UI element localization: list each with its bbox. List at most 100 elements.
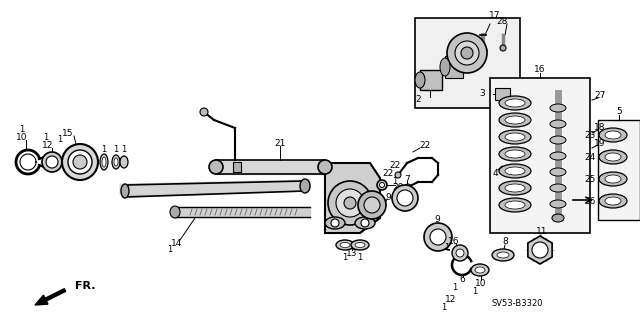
Circle shape bbox=[461, 47, 473, 59]
Text: 25: 25 bbox=[584, 174, 596, 183]
Circle shape bbox=[405, 184, 411, 190]
Text: 14: 14 bbox=[172, 239, 182, 248]
Text: FR.: FR. bbox=[75, 281, 95, 291]
Ellipse shape bbox=[605, 197, 621, 205]
Ellipse shape bbox=[336, 240, 354, 250]
Text: 23: 23 bbox=[584, 130, 596, 139]
Ellipse shape bbox=[505, 133, 525, 141]
Ellipse shape bbox=[550, 184, 566, 192]
Circle shape bbox=[377, 180, 387, 190]
Text: 1: 1 bbox=[392, 176, 397, 186]
Text: 3: 3 bbox=[479, 90, 485, 99]
Ellipse shape bbox=[550, 104, 566, 112]
Ellipse shape bbox=[499, 181, 531, 195]
Text: 2: 2 bbox=[415, 95, 421, 105]
Ellipse shape bbox=[505, 184, 525, 192]
Text: 1: 1 bbox=[101, 145, 107, 154]
Circle shape bbox=[500, 45, 506, 51]
Ellipse shape bbox=[471, 264, 489, 276]
Ellipse shape bbox=[120, 156, 128, 168]
Text: 1: 1 bbox=[122, 145, 127, 154]
Text: 9: 9 bbox=[385, 192, 391, 202]
Text: 16: 16 bbox=[448, 236, 460, 246]
Bar bbox=[490, 78, 590, 233]
Text: 7: 7 bbox=[404, 175, 410, 184]
Text: 1: 1 bbox=[472, 286, 477, 295]
Text: 10: 10 bbox=[16, 132, 28, 142]
Text: 6: 6 bbox=[459, 276, 465, 285]
Ellipse shape bbox=[605, 131, 621, 139]
Text: 22: 22 bbox=[419, 140, 431, 150]
Circle shape bbox=[46, 156, 58, 168]
Text: 1: 1 bbox=[19, 125, 24, 135]
Bar bbox=[44, 156, 49, 168]
Ellipse shape bbox=[550, 136, 566, 144]
Ellipse shape bbox=[599, 194, 627, 208]
Ellipse shape bbox=[505, 150, 525, 158]
Ellipse shape bbox=[170, 206, 180, 218]
Circle shape bbox=[452, 245, 468, 261]
Text: 5: 5 bbox=[616, 108, 622, 116]
Circle shape bbox=[397, 190, 413, 206]
Circle shape bbox=[200, 108, 208, 116]
Circle shape bbox=[380, 182, 385, 188]
FancyArrow shape bbox=[35, 289, 66, 305]
Ellipse shape bbox=[325, 217, 345, 229]
Text: 8: 8 bbox=[502, 238, 508, 247]
Polygon shape bbox=[125, 181, 305, 197]
Circle shape bbox=[395, 172, 401, 178]
Circle shape bbox=[328, 181, 372, 225]
Text: 12: 12 bbox=[42, 140, 54, 150]
Text: 4: 4 bbox=[492, 168, 498, 177]
Text: 1: 1 bbox=[168, 246, 173, 255]
Ellipse shape bbox=[112, 155, 120, 169]
Text: 19: 19 bbox=[595, 138, 605, 147]
Polygon shape bbox=[175, 207, 310, 217]
Text: 1: 1 bbox=[357, 254, 363, 263]
Ellipse shape bbox=[114, 158, 118, 166]
Text: 21: 21 bbox=[275, 138, 285, 147]
Ellipse shape bbox=[499, 164, 531, 178]
Text: 16: 16 bbox=[534, 65, 546, 75]
Text: 1: 1 bbox=[452, 284, 458, 293]
Circle shape bbox=[479, 46, 487, 54]
Ellipse shape bbox=[499, 198, 531, 212]
Circle shape bbox=[331, 219, 339, 227]
Text: 1: 1 bbox=[113, 145, 118, 154]
Bar bbox=[598, 120, 640, 220]
Bar bbox=[233, 162, 241, 172]
Circle shape bbox=[68, 150, 92, 174]
Ellipse shape bbox=[100, 154, 108, 170]
Polygon shape bbox=[528, 236, 552, 264]
Ellipse shape bbox=[497, 252, 509, 258]
Ellipse shape bbox=[605, 153, 621, 161]
Text: 1: 1 bbox=[342, 254, 348, 263]
Ellipse shape bbox=[599, 172, 627, 186]
Ellipse shape bbox=[499, 113, 531, 127]
Text: SV53-B3320: SV53-B3320 bbox=[492, 299, 543, 308]
Circle shape bbox=[364, 197, 380, 213]
Text: 18: 18 bbox=[595, 123, 605, 132]
Ellipse shape bbox=[499, 96, 531, 110]
Circle shape bbox=[336, 189, 364, 217]
Circle shape bbox=[430, 229, 446, 245]
Text: 10: 10 bbox=[476, 278, 487, 287]
Ellipse shape bbox=[505, 167, 525, 175]
Polygon shape bbox=[216, 160, 325, 174]
Ellipse shape bbox=[499, 130, 531, 144]
Text: 1: 1 bbox=[58, 136, 63, 145]
Circle shape bbox=[447, 33, 487, 73]
Ellipse shape bbox=[351, 240, 369, 250]
Text: 28: 28 bbox=[496, 18, 508, 26]
Text: 13: 13 bbox=[346, 249, 358, 257]
Circle shape bbox=[455, 41, 479, 65]
Circle shape bbox=[73, 155, 87, 169]
Text: 24: 24 bbox=[584, 152, 596, 161]
Bar bbox=[420, 70, 442, 90]
Circle shape bbox=[456, 249, 464, 257]
Text: 26: 26 bbox=[584, 197, 596, 205]
Bar bbox=[495, 88, 510, 100]
Text: 17: 17 bbox=[489, 11, 500, 20]
Circle shape bbox=[361, 219, 369, 227]
Text: 27: 27 bbox=[595, 92, 605, 100]
